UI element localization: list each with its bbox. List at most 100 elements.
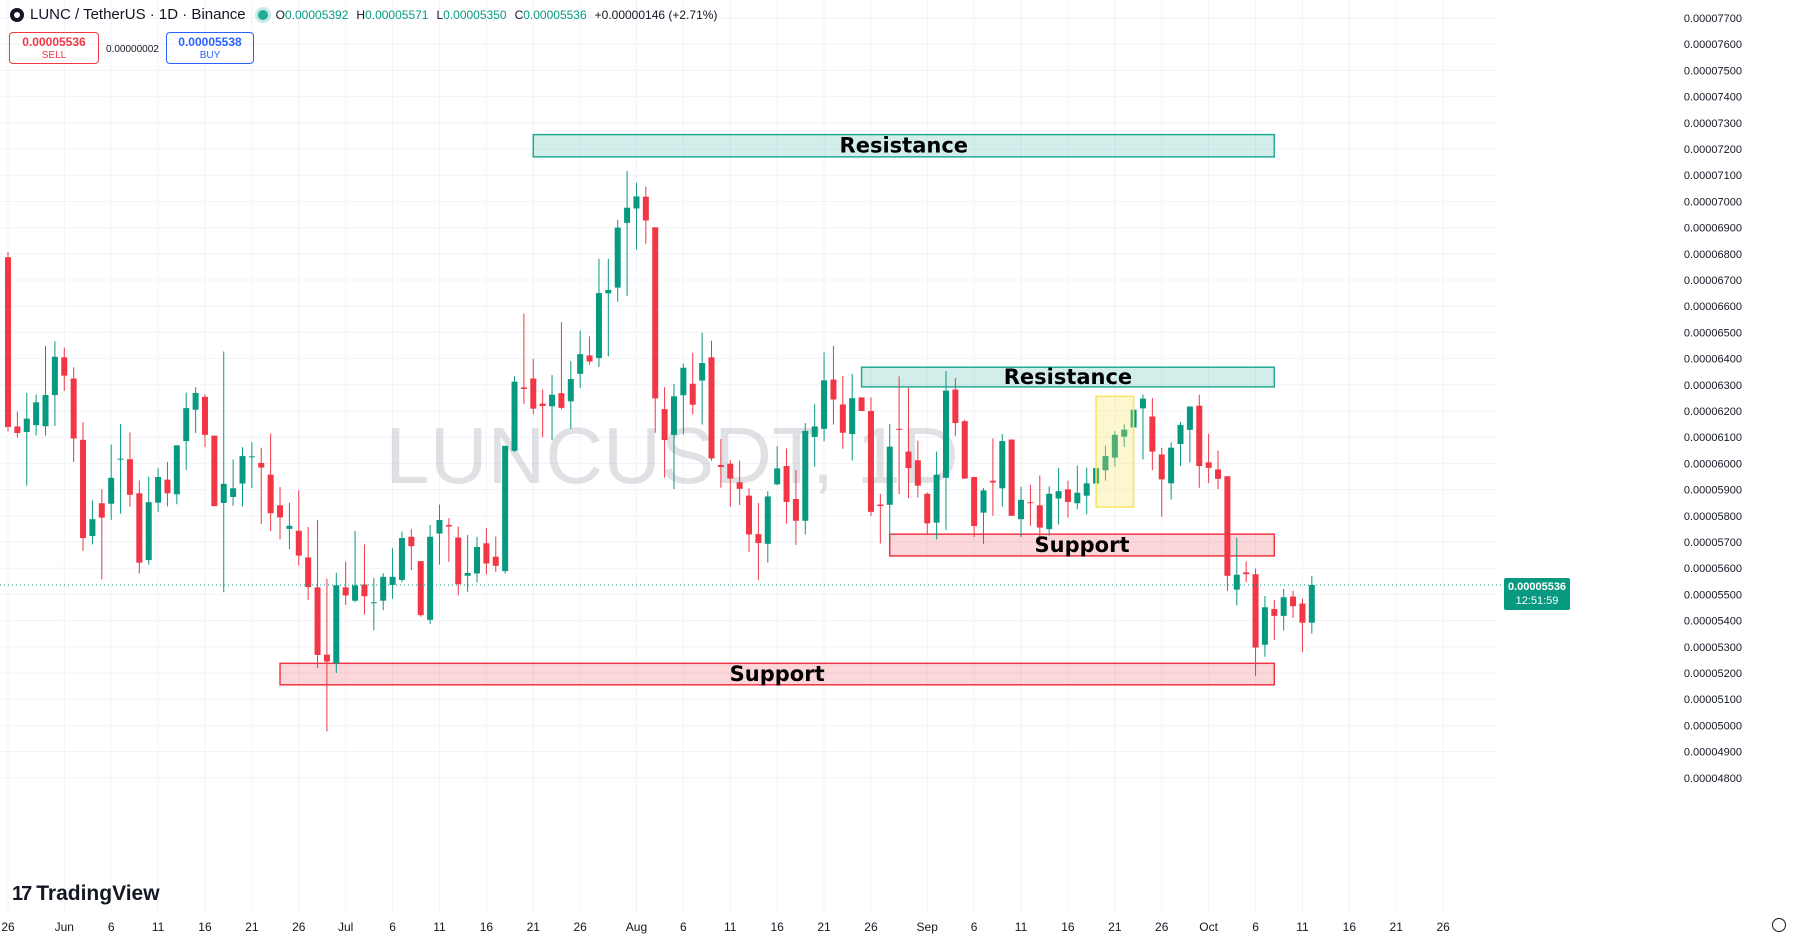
candle bbox=[314, 519, 321, 669]
candle-body bbox=[971, 477, 978, 527]
candle-body bbox=[192, 392, 199, 410]
candle bbox=[802, 423, 809, 535]
candle bbox=[192, 387, 199, 434]
candle-body bbox=[1308, 584, 1315, 623]
candle-body bbox=[961, 421, 968, 479]
candle-body bbox=[821, 380, 828, 429]
candle bbox=[746, 488, 753, 552]
candle bbox=[239, 447, 246, 507]
time-tick-label: 26 bbox=[1436, 920, 1450, 934]
candle bbox=[989, 438, 996, 516]
candle bbox=[1299, 598, 1306, 653]
candle bbox=[595, 258, 602, 367]
candle-body bbox=[1215, 469, 1222, 479]
candle bbox=[361, 544, 368, 615]
candle-body bbox=[830, 379, 837, 400]
zones-layer bbox=[279, 133, 1276, 686]
candle-body bbox=[502, 445, 509, 572]
candle-body bbox=[708, 357, 715, 459]
candles-layer bbox=[5, 171, 1315, 732]
time-tick-label: 11 bbox=[1296, 920, 1309, 934]
candle-body bbox=[201, 396, 208, 435]
candle-body bbox=[624, 207, 631, 223]
candle-body bbox=[933, 474, 940, 523]
candle-body bbox=[1252, 574, 1259, 648]
candle bbox=[924, 492, 931, 535]
price-tick-label: 0.00007400 bbox=[1684, 92, 1742, 104]
ohlc-open: O0.00005392 bbox=[275, 7, 349, 22]
candle-body bbox=[811, 426, 818, 437]
candle-body bbox=[783, 466, 790, 502]
price-tick-label: 0.00007000 bbox=[1684, 196, 1742, 208]
candle-body bbox=[1299, 603, 1306, 623]
candle bbox=[614, 220, 621, 302]
candle-body bbox=[586, 355, 593, 362]
chart-grid bbox=[0, 0, 1496, 912]
time-tick-label: Jun bbox=[55, 920, 74, 934]
candle bbox=[1046, 486, 1053, 536]
candle bbox=[914, 440, 921, 498]
candle bbox=[877, 493, 884, 544]
candle-body bbox=[1083, 483, 1090, 496]
candle bbox=[230, 459, 237, 506]
candle-body bbox=[1149, 416, 1156, 452]
time-tick-label: 11 bbox=[152, 920, 165, 934]
highlight-box bbox=[1095, 395, 1135, 508]
buy-label: BUY bbox=[199, 50, 221, 61]
candle-body bbox=[877, 504, 884, 507]
candle-body bbox=[14, 426, 21, 434]
price-tick-label: 0.00005000 bbox=[1684, 720, 1742, 732]
candle-body bbox=[558, 393, 565, 408]
candle-body bbox=[1168, 447, 1175, 484]
candle bbox=[999, 434, 1006, 507]
candle bbox=[126, 432, 133, 507]
candle-body bbox=[483, 543, 490, 564]
candle-body bbox=[1018, 499, 1025, 520]
candle bbox=[248, 442, 255, 489]
candle-body bbox=[70, 378, 77, 439]
candle bbox=[277, 486, 284, 540]
candle-body bbox=[314, 587, 321, 655]
candle-body bbox=[230, 488, 237, 497]
buy-button[interactable]: 0.00005538 BUY bbox=[166, 32, 254, 64]
candle bbox=[689, 352, 696, 415]
candle-body bbox=[1233, 574, 1240, 590]
candle-body bbox=[633, 196, 640, 209]
market-open-dot-icon bbox=[257, 9, 268, 20]
candle-body bbox=[999, 441, 1006, 489]
candle bbox=[624, 171, 631, 296]
candle bbox=[70, 367, 77, 463]
price-tick-label: 0.00006700 bbox=[1684, 275, 1742, 287]
candle bbox=[342, 561, 349, 605]
candle bbox=[1008, 439, 1015, 516]
candle bbox=[586, 336, 593, 365]
candle-body bbox=[1196, 405, 1203, 467]
zone-labels-layer: Resistance Resistance Support Support bbox=[730, 134, 1135, 686]
symbol-title[interactable]: LUNC / TetherUS · 1D · Binance bbox=[30, 6, 246, 23]
candle bbox=[849, 373, 856, 461]
candle bbox=[33, 394, 40, 436]
candle bbox=[333, 572, 340, 673]
candle-body bbox=[605, 289, 612, 294]
candle-body bbox=[699, 363, 706, 381]
time-tick-label: 26 bbox=[574, 920, 588, 934]
candle-body bbox=[896, 428, 903, 430]
candle bbox=[1036, 475, 1043, 547]
candle-body bbox=[61, 357, 68, 376]
sell-button[interactable]: 0.00005536 SELL bbox=[9, 32, 99, 64]
time-tick-label: 16 bbox=[770, 920, 784, 934]
candle bbox=[80, 422, 87, 551]
tradingview-logo[interactable]: 17 TradingView bbox=[12, 882, 160, 906]
ohlc-high: H0.00005571 bbox=[356, 7, 429, 22]
candle bbox=[61, 347, 68, 391]
candle-body bbox=[802, 430, 809, 521]
candle bbox=[821, 352, 828, 442]
settings-gear-icon[interactable] bbox=[1772, 918, 1786, 932]
price-tick-label: 0.00005400 bbox=[1684, 616, 1742, 628]
candle-body bbox=[1205, 462, 1212, 468]
candle bbox=[42, 346, 49, 436]
candle bbox=[164, 461, 171, 507]
candle-body bbox=[1074, 492, 1081, 504]
candle-body bbox=[1243, 572, 1250, 575]
